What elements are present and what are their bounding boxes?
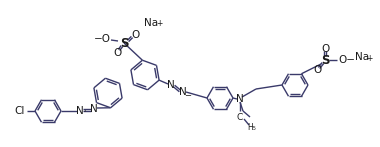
Text: +: + — [156, 19, 162, 28]
Text: H₅: H₅ — [247, 122, 256, 132]
Text: O: O — [321, 44, 329, 54]
Text: N: N — [179, 87, 187, 97]
Text: Cl: Cl — [15, 106, 25, 116]
Text: +: + — [366, 54, 372, 63]
Text: O−: O− — [338, 55, 355, 65]
Text: O: O — [113, 48, 121, 58]
Text: N: N — [236, 94, 244, 104]
Text: −: − — [185, 91, 192, 101]
Text: N: N — [167, 80, 175, 90]
Text: C: C — [237, 113, 243, 122]
Text: Na: Na — [144, 18, 158, 28]
Text: O: O — [131, 30, 139, 40]
Text: ʹ: ʹ — [84, 111, 86, 120]
Text: S: S — [120, 36, 128, 50]
Text: Na: Na — [355, 52, 369, 62]
Text: S: S — [321, 54, 329, 66]
Text: −O: −O — [94, 34, 111, 44]
Text: O: O — [313, 65, 321, 75]
Text: N: N — [90, 104, 98, 114]
Text: N: N — [76, 106, 84, 116]
